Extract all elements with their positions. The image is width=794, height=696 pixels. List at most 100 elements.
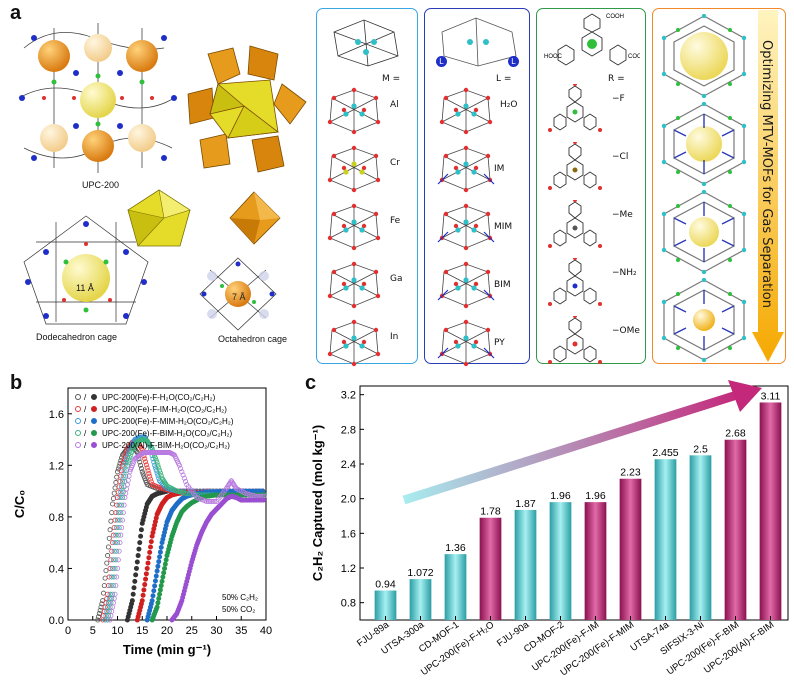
metal-cr-cluster-structure	[327, 145, 381, 193]
data-point	[116, 525, 122, 531]
data-point	[157, 549, 163, 555]
data-point	[114, 548, 120, 554]
y-tick-label: 2.0	[341, 494, 356, 506]
data-point	[113, 480, 119, 486]
legend-marker-open	[75, 442, 81, 448]
data-point	[111, 574, 117, 580]
x-tick-label: 5	[90, 625, 96, 637]
data-point	[125, 460, 131, 466]
data-point	[115, 540, 121, 546]
data-point	[163, 557, 169, 563]
data-point	[103, 568, 109, 574]
ligand-cluster-structure	[437, 319, 495, 367]
data-point	[115, 557, 121, 563]
data-point	[160, 574, 166, 580]
data-point	[109, 548, 115, 554]
data-point	[155, 563, 161, 569]
data-point	[110, 540, 116, 546]
data-point	[156, 559, 162, 565]
data-point	[116, 548, 122, 554]
data-point	[119, 525, 125, 531]
data-point	[132, 578, 138, 584]
ligand-box	[424, 8, 530, 364]
data-point	[115, 510, 121, 516]
data-point	[156, 465, 162, 471]
data-point	[101, 583, 107, 589]
data-point	[123, 473, 129, 479]
tricarboxylate-header-structure: COOH HOOC COOH	[544, 13, 640, 66]
bar-value-label: 1.072	[407, 567, 433, 579]
data-point	[144, 465, 150, 471]
data-point	[152, 583, 158, 589]
data-point	[114, 574, 120, 580]
metal-cluster-header-structure	[333, 19, 399, 67]
y-tick-label: 0.4	[49, 563, 64, 575]
legend-marker-filled	[91, 430, 97, 436]
metal-cluster-structure	[327, 261, 381, 309]
data-point	[119, 502, 125, 508]
ligand-label: IM	[494, 164, 505, 174]
data-point	[145, 468, 151, 474]
data-point	[158, 544, 164, 550]
data-point	[110, 501, 116, 507]
data-point	[115, 565, 121, 571]
x-tick-label: 0	[65, 625, 71, 637]
data-point	[110, 557, 116, 563]
bar	[759, 402, 782, 620]
bar	[549, 502, 572, 620]
metal-label: In	[390, 332, 399, 342]
y-tick-label: 0.8	[49, 512, 64, 524]
data-point	[108, 557, 114, 563]
data-point	[178, 466, 184, 472]
legend-marker-open	[75, 430, 81, 436]
data-point	[129, 598, 135, 604]
data-point	[111, 548, 117, 554]
r-group-label: −OMe	[612, 326, 640, 336]
data-point	[112, 517, 118, 523]
data-point	[149, 598, 155, 604]
bar	[409, 579, 432, 620]
data-point	[123, 490, 129, 496]
dodecahedron-cage-label: Dodecahedron cage	[36, 332, 118, 342]
bar-value-label: 1.87	[515, 498, 536, 510]
data-point	[122, 478, 128, 484]
data-point	[153, 457, 159, 463]
bar	[374, 590, 397, 620]
r-group-label: −NH₂	[612, 268, 637, 278]
r-group-linker-structure	[548, 316, 602, 364]
data-point	[210, 498, 216, 504]
data-point	[142, 456, 148, 462]
bar	[444, 554, 467, 620]
r-group-label: −Cl	[612, 152, 629, 162]
optimized-cage-step	[661, 102, 747, 186]
data-point	[115, 469, 121, 475]
series-5	[144, 488, 266, 623]
bar-value-label: 0.94	[375, 579, 396, 591]
data-point	[119, 495, 125, 501]
data-point	[116, 484, 122, 490]
plot-frame	[359, 385, 789, 621]
legend-entry: UPC-200(Fe)-F-H₂O(CO₂/C₂H₂)	[102, 393, 216, 402]
data-point	[157, 587, 163, 593]
metal-cluster-structure	[327, 203, 381, 251]
data-point	[96, 611, 102, 617]
data-point	[116, 502, 122, 508]
data-point	[117, 478, 123, 484]
data-point	[122, 462, 128, 468]
data-point	[115, 489, 121, 495]
upc-200-framework-illustration	[18, 23, 177, 173]
data-point	[113, 557, 119, 563]
data-point	[114, 502, 120, 508]
optimization-arrow-text: Optimizing MTV-MOFs for Gas Separation	[759, 40, 774, 308]
data-point	[118, 532, 124, 538]
dodecahedron-size-label: 11 Å	[76, 283, 94, 293]
series-7	[149, 492, 267, 623]
data-point	[143, 571, 149, 577]
legend-marker-filled	[91, 442, 97, 448]
data-point	[112, 540, 118, 546]
data-point	[110, 532, 116, 538]
data-point	[133, 565, 139, 571]
data-point	[138, 527, 144, 533]
data-point	[111, 490, 117, 496]
data-point	[153, 467, 159, 473]
